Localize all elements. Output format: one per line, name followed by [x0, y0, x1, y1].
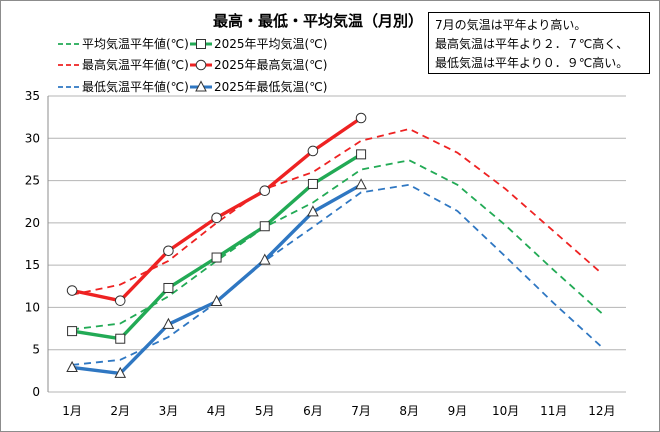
legend-label: 2025年最低気温(℃)	[214, 79, 327, 94]
triangle-marker	[210, 294, 223, 307]
x-tick-label: 3月	[159, 404, 179, 418]
legend-label: 2025年最高気温(℃)	[214, 57, 327, 72]
triangle-marker	[66, 360, 78, 372]
series-1	[67, 149, 367, 344]
x-tick-label: 12月	[588, 404, 615, 418]
chart-series	[66, 112, 603, 378]
series-line	[71, 159, 603, 331]
legend-item: 2025年平均気温(℃)	[190, 36, 327, 51]
square-marker	[211, 252, 222, 263]
y-tick-label: 0	[32, 385, 40, 399]
legend-item: 平均気温平年値(℃)	[58, 36, 189, 51]
legend-item: 2025年最低気温(℃)	[190, 79, 327, 94]
chart-title: 最高・最低・平均気温（月別）	[213, 12, 423, 30]
series-3	[66, 112, 367, 306]
triangle-marker	[258, 253, 271, 265]
triangle-marker	[195, 80, 207, 92]
legend-label: 平均気温平年値(℃)	[82, 36, 189, 51]
y-tick-label: 20	[25, 216, 40, 230]
x-tick-label: 7月	[351, 404, 371, 418]
annotation-line: 7月の気温は平年より高い。	[435, 18, 587, 32]
circle-marker	[211, 212, 222, 224]
triangle-marker	[114, 366, 127, 378]
y-tick-label: 10	[25, 300, 40, 314]
square-marker	[115, 333, 126, 344]
square-marker	[196, 39, 206, 49]
x-tick-label: 9月	[448, 404, 468, 418]
chart-grid	[47, 95, 626, 393]
circle-marker	[66, 285, 78, 296]
x-tick-label: 10月	[492, 404, 519, 418]
legend-item: 2025年最高気温(℃)	[190, 57, 327, 72]
x-tick-label: 6月	[303, 404, 323, 418]
triangle-marker	[162, 317, 175, 329]
series-0	[71, 159, 603, 331]
square-marker	[356, 149, 367, 160]
series-4	[71, 183, 603, 366]
annotation-line: 最低気温は平年より０．９℃高い。	[435, 56, 629, 70]
square-marker	[259, 221, 270, 232]
series-2	[71, 128, 603, 296]
legend-item: 最低気温平年値(℃)	[58, 79, 189, 94]
x-axis-ticks: 1月 2月 3月 4月 5月 6月 7月 8月 9月 10月 11月 12月	[62, 404, 615, 418]
y-tick-label: 15	[25, 258, 40, 272]
circle-marker	[259, 185, 271, 197]
circle-marker	[114, 295, 126, 306]
square-marker	[307, 178, 318, 189]
y-tick-label: 25	[25, 174, 40, 188]
chart-legend: 平均気温平年値(℃) 2025年平均気温(℃) 最高気温平年値(℃) 2025年最高気…	[58, 36, 327, 94]
y-axis-ticks: 0 5 10 15 20 25 30 35	[25, 89, 40, 399]
series-5	[66, 178, 367, 378]
square-marker	[67, 326, 78, 337]
series-line	[71, 128, 603, 296]
x-tick-label: 11月	[540, 404, 567, 418]
triangle-marker	[355, 178, 367, 190]
annotation-box: 7月の気温は平年より高い。 最高気温は平年より２．７℃高く、 最低気温は平年より…	[428, 12, 650, 74]
x-tick-label: 8月	[399, 404, 419, 418]
circle-marker	[195, 59, 207, 71]
legend-item: 最高気温平年値(℃)	[58, 57, 189, 72]
series-line	[71, 183, 603, 366]
x-tick-label: 1月	[62, 404, 82, 418]
y-tick-label: 30	[25, 131, 40, 145]
legend-label: 最高気温平年値(℃)	[82, 57, 189, 72]
circle-marker	[163, 245, 174, 257]
x-tick-label: 2月	[110, 404, 130, 418]
circle-marker	[307, 145, 319, 157]
x-tick-label: 4月	[207, 404, 227, 418]
y-tick-label: 35	[25, 89, 40, 103]
circle-marker	[355, 112, 367, 124]
square-marker	[163, 282, 174, 293]
y-tick-label: 5	[32, 343, 40, 357]
annotation-line: 最高気温は平年より２．７℃高く、	[435, 37, 629, 51]
legend-label: 2025年平均気温(℃)	[214, 36, 327, 51]
legend-label: 最低気温平年値(℃)	[82, 79, 189, 94]
x-tick-label: 5月	[255, 404, 275, 418]
triangle-marker	[307, 205, 319, 217]
